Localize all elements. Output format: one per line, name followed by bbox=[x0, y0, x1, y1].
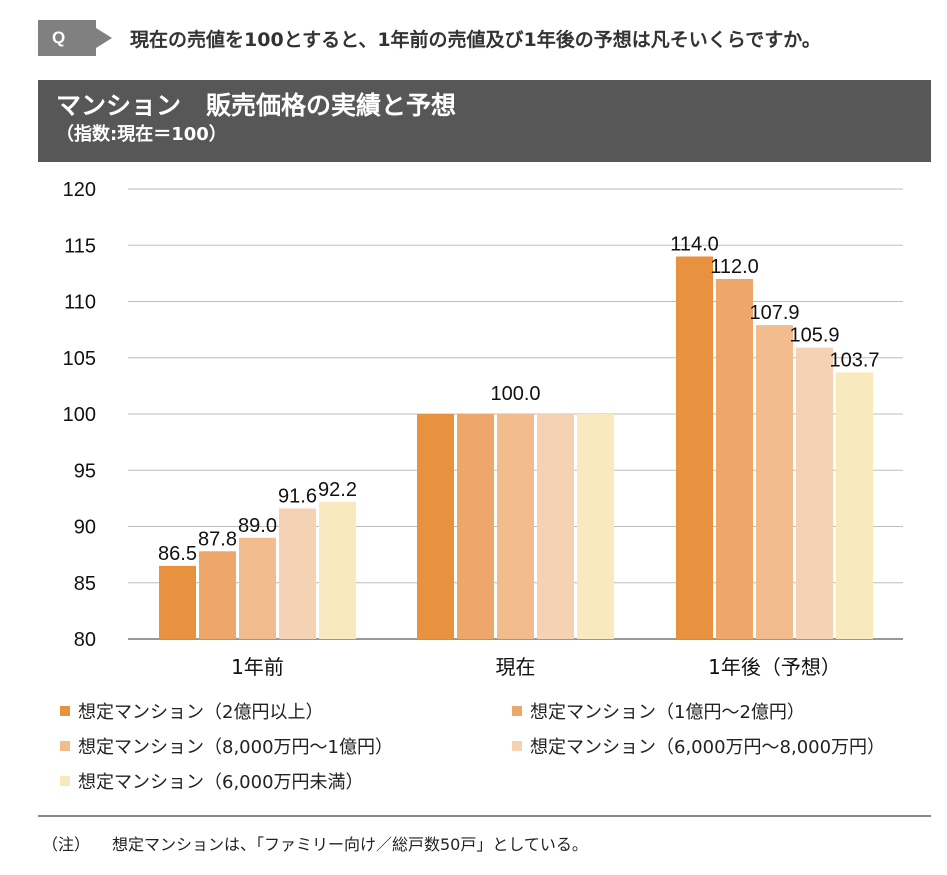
footnote: （注） 想定マンションは、「ファミリー向け／総戸数50戸」としている。 bbox=[42, 831, 588, 855]
bar bbox=[319, 501, 356, 639]
legend-item: 想定マンション（8,000万円〜1億円） bbox=[60, 733, 393, 759]
legend-label: 想定マンション（1億円〜2億円） bbox=[530, 702, 805, 723]
question-text: 現在の売値を100とすると、1年前の売値及び1年後の予想は凡そいくらですか。 bbox=[130, 28, 821, 51]
y-tick-label: 120 bbox=[63, 179, 96, 201]
x-tick-label: 1年前 bbox=[231, 655, 284, 679]
legend-label: 想定マンション（2億円以上） bbox=[78, 702, 324, 723]
data-label: 100.0 bbox=[490, 383, 540, 405]
bar bbox=[417, 414, 454, 639]
question-badge: Q bbox=[38, 20, 112, 56]
bar bbox=[537, 414, 574, 639]
data-label: 103.7 bbox=[829, 349, 879, 371]
y-tick-label: 90 bbox=[74, 517, 96, 539]
bar bbox=[756, 325, 793, 639]
data-label: 89.0 bbox=[238, 515, 277, 537]
bar bbox=[159, 565, 196, 639]
footnote-tag: （注） bbox=[42, 835, 91, 854]
legend-label: 想定マンション（8,000万円〜1億円） bbox=[78, 737, 393, 758]
y-tick-label: 115 bbox=[64, 235, 96, 257]
data-label: 107.9 bbox=[749, 302, 799, 324]
footnote-divider bbox=[38, 815, 931, 817]
data-label: 87.8 bbox=[198, 528, 237, 550]
legend-swatch bbox=[60, 776, 70, 786]
data-label: 112.0 bbox=[710, 256, 759, 278]
x-tick-label: 1年後（予想） bbox=[708, 655, 841, 679]
y-tick-label: 85 bbox=[74, 573, 96, 595]
bar bbox=[497, 414, 534, 639]
bar bbox=[836, 372, 873, 639]
bar bbox=[796, 347, 833, 639]
legend-swatch bbox=[512, 706, 522, 716]
legend-swatch bbox=[60, 706, 70, 716]
data-label: 86.5 bbox=[158, 543, 197, 565]
legend-item: 想定マンション（1億円〜2億円） bbox=[512, 698, 805, 724]
x-tick-label: 現在 bbox=[496, 655, 536, 679]
legend-swatch bbox=[512, 741, 522, 751]
bar bbox=[457, 414, 494, 639]
chart-subtitle: （指数:現在＝100） bbox=[56, 124, 227, 145]
chart-title: マンション 販売価格の実績と予想 bbox=[56, 91, 457, 120]
legend-item: 想定マンション（6,000万円未満） bbox=[60, 768, 364, 794]
y-tick-label: 110 bbox=[64, 292, 96, 314]
chart-header: マンション 販売価格の実績と予想 （指数:現在＝100） bbox=[38, 80, 931, 162]
bar-chart: 80 85 90 95 100 105 110 115 120 1年前 86.587.889.091… bbox=[63, 179, 903, 679]
legend-label: 想定マンション（6,000万円〜8,000万円） bbox=[530, 737, 886, 758]
bar bbox=[676, 256, 713, 639]
footnote-text: 想定マンションは、「ファミリー向け／総戸数50戸」としている。 bbox=[112, 835, 588, 854]
y-tick-label: 95 bbox=[74, 460, 96, 482]
bar bbox=[239, 537, 276, 639]
data-label: 91.6 bbox=[278, 486, 317, 508]
legend-label: 想定マンション（6,000万円未満） bbox=[78, 772, 364, 793]
legend-item: 想定マンション（6,000万円〜8,000万円） bbox=[512, 733, 885, 759]
data-label: 92.2 bbox=[318, 479, 357, 501]
bar bbox=[716, 279, 753, 639]
data-label: 114.0 bbox=[670, 234, 719, 256]
bar bbox=[199, 551, 236, 639]
data-label: 105.9 bbox=[789, 325, 839, 347]
y-tick-label: 105 bbox=[63, 348, 96, 370]
y-tick-label: 80 bbox=[74, 629, 96, 651]
legend-item: 想定マンション（2億円以上） bbox=[60, 698, 323, 724]
bar bbox=[279, 508, 316, 639]
y-tick-label: 100 bbox=[63, 404, 96, 426]
legend-swatch bbox=[60, 741, 70, 751]
bar bbox=[577, 414, 614, 639]
question-row: Q 現在の売値を100とすると、1年前の売値及び1年後の予想は凡そいくらですか。 bbox=[38, 20, 821, 56]
